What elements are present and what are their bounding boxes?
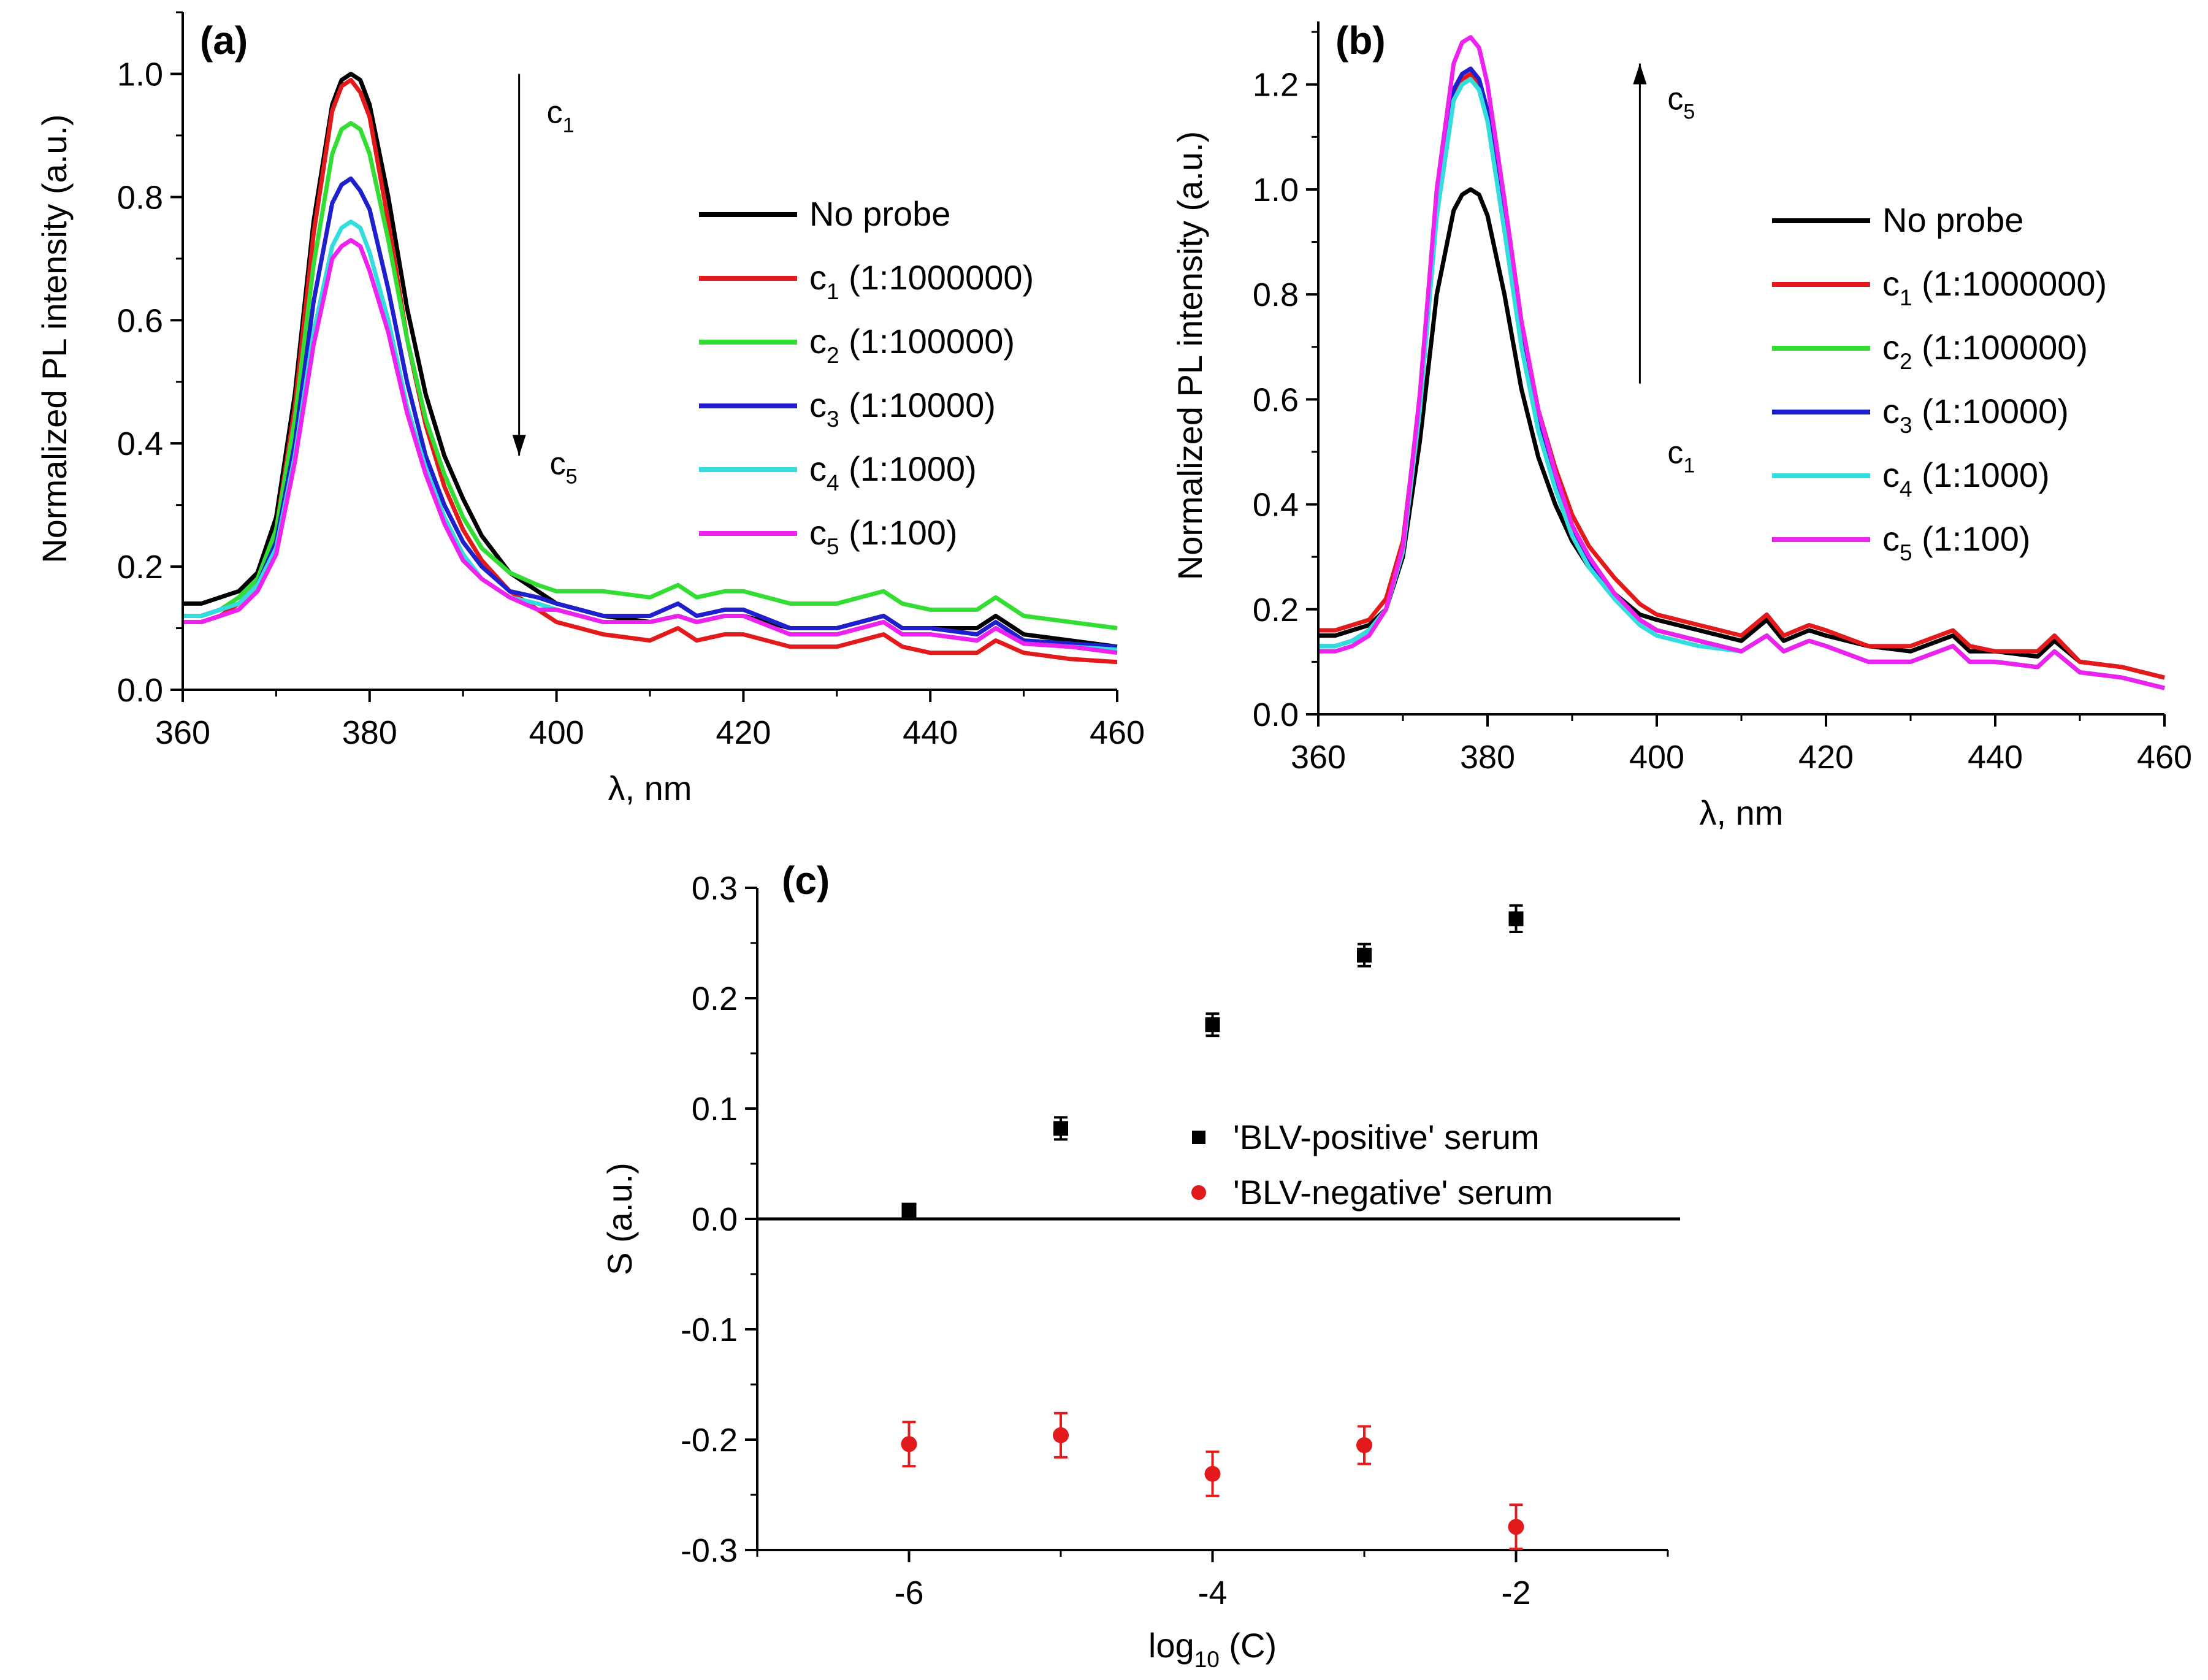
annotation-label-top: c5 (1667, 81, 1695, 123)
x-tick-label: 420 (1798, 739, 1854, 776)
y-tick-label: 0.2 (692, 980, 738, 1017)
legend-label: c5 (1:100) (1882, 519, 2031, 565)
data-point (1053, 1121, 1068, 1136)
legend-label: c1 (1:1000000) (1882, 264, 2107, 310)
legend-label: c2 (1:100000) (1882, 328, 2088, 374)
y-tick-label: 0.6 (117, 302, 163, 339)
annotation-label-top: c1 (547, 94, 575, 137)
y-tick-label: -0.3 (681, 1532, 738, 1569)
x-tick-label: 420 (716, 714, 771, 751)
data-point (1053, 1427, 1069, 1443)
y-axis-label: S (a.u.) (600, 1163, 639, 1275)
y-tick-label: 0.0 (1253, 697, 1299, 733)
legend-label: c2 (1:100000) (809, 322, 1015, 368)
annotation-label-bottom: c1 (1667, 435, 1695, 478)
x-tick-label: 360 (1291, 739, 1346, 776)
panel-a: 360 380 400 420 440 460 0.0 0.2 0.4 0.6 0.8 1.0 λ, n… (35, 11, 1145, 808)
legend-label: 'BLV-negative' serum (1233, 1173, 1553, 1212)
legend-marker (1192, 1131, 1205, 1144)
y-tick-label: 0.6 (1253, 381, 1299, 418)
x-tick-label: 460 (1090, 714, 1145, 751)
data-point (1205, 1017, 1220, 1033)
x-tick-label: 460 (2137, 739, 2192, 776)
series-line-4 (1318, 77, 2165, 690)
legend-label: c4 (1:1000) (1882, 456, 2050, 502)
data-point (1508, 911, 1524, 926)
y-tick-label: 1.0 (1253, 172, 1299, 208)
series-line-1 (183, 78, 1118, 665)
x-tick-label: -2 (1501, 1575, 1530, 1611)
series-line-3 (183, 176, 1118, 649)
y-tick-label: 0.0 (692, 1201, 738, 1238)
series-line-5 (183, 238, 1118, 655)
y-axis-label: Normalized PL intensity (a.u.) (1171, 131, 1209, 580)
panel-label: (a) (200, 18, 248, 63)
x-tick-label: 380 (1460, 739, 1515, 776)
annotation-label-bottom: c5 (550, 446, 578, 488)
legend-label: c3 (1:10000) (809, 386, 996, 432)
y-tick-label: 0.2 (1253, 592, 1299, 628)
y-tick-label: -0.2 (681, 1422, 738, 1459)
data-point (1357, 947, 1372, 963)
x-axis-label: log10 (C) (1148, 1626, 1277, 1672)
legend-label: c5 (1:100) (809, 513, 958, 559)
annotation-arrow-head (1633, 63, 1647, 85)
legend-label: c1 (1:1000000) (809, 258, 1034, 304)
y-tick-label: 0.8 (1253, 277, 1299, 313)
y-tick-label: 1.0 (117, 56, 163, 93)
y-tick-label: 0.0 (117, 672, 163, 709)
data-point (1204, 1465, 1221, 1482)
x-tick-label: 440 (1968, 739, 2023, 776)
panel-b: 360 380 400 420 440 460 0.0 0.2 0.4 0.6 0.8 1.0 1.2 λ… (1171, 18, 2192, 832)
y-tick-label: 0.2 (117, 549, 163, 586)
series-line-2 (183, 121, 1118, 630)
series-line-5 (1318, 35, 2165, 690)
y-tick-label: 0.8 (117, 179, 163, 216)
panel-label: (c) (782, 858, 830, 903)
x-tick-label: 440 (903, 714, 958, 751)
legend-label: c3 (1:10000) (1882, 392, 2069, 438)
data-point (901, 1202, 917, 1218)
y-tick-label: -0.1 (681, 1312, 738, 1348)
annotation-arrow-head (512, 435, 526, 456)
x-tick-label: -4 (1198, 1575, 1227, 1611)
x-tick-label: 360 (155, 714, 210, 751)
legend-label: c4 (1:1000) (809, 449, 977, 495)
legend-label: No probe (809, 194, 950, 233)
x-axis-label: λ, nm (1700, 793, 1784, 832)
data-point (1356, 1437, 1372, 1453)
y-tick-label: 1.2 (1253, 67, 1299, 104)
series-line-0 (1318, 187, 2165, 680)
data-point (901, 1436, 917, 1453)
legend-label: No probe (1882, 200, 2023, 239)
legend-label: 'BLV-positive' serum (1233, 1118, 1540, 1156)
x-axis-label: λ, nm (608, 769, 692, 808)
panel-label: (b) (1335, 18, 1386, 63)
x-tick-label: 380 (342, 714, 397, 751)
x-tick-label: 400 (529, 714, 584, 751)
y-tick-label: 0.3 (692, 870, 738, 907)
y-tick-label: 0.4 (1253, 487, 1299, 524)
panel-c: -6 -4 -2 -0.3 -0.2 -0.1 0.0 0.1 0.2 0.3 log10 (C) S… (600, 858, 1680, 1672)
x-tick-label: 400 (1629, 739, 1684, 776)
x-tick-label: -6 (894, 1575, 923, 1611)
y-tick-label: 0.4 (117, 426, 163, 462)
y-axis-label: Normalized PL intensity (a.u.) (35, 114, 74, 563)
data-point (1508, 1519, 1524, 1535)
y-tick-label: 0.1 (692, 1091, 738, 1128)
legend-marker (1191, 1185, 1206, 1200)
